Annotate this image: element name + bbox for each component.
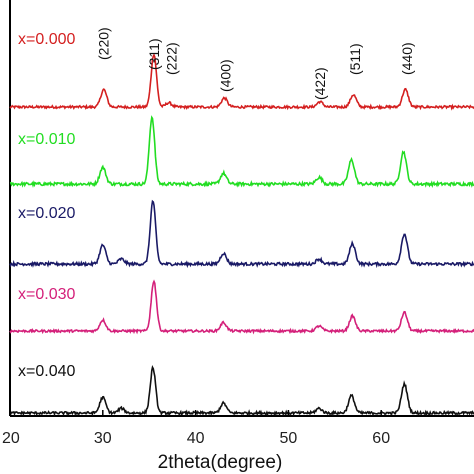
peak-label-7: (440) <box>399 42 415 75</box>
x-tick-label-50: 50 <box>280 430 298 447</box>
peak-label-1: (220) <box>96 27 112 60</box>
series-layer: x=0.000 x=0.010 x=0.020 x=0.030 x=0.040 <box>9 31 474 417</box>
peak-label-5: (422) <box>312 67 328 100</box>
peak-label-2: (311) <box>146 38 162 70</box>
peak-label-3: (222) <box>163 42 179 75</box>
peak-label-4: (400) <box>217 59 233 92</box>
x-tick-label-40: 40 <box>187 430 205 447</box>
plot-frame <box>9 0 474 417</box>
peak-labels: (220) (311) (222) (400) (422) (511) (440) <box>96 27 415 100</box>
x-axis-title: 2theta(degree) <box>158 452 283 473</box>
series-label-1: x=0.000 <box>18 31 75 48</box>
series-label-2: x=0.010 <box>18 131 75 148</box>
x-axis: 20 30 40 50 60 <box>2 410 390 447</box>
series-label-5: x=0.040 <box>18 363 75 380</box>
series-line-1 <box>9 53 474 111</box>
series-label-4: x=0.030 <box>18 286 75 303</box>
x-tick-label-60: 60 <box>372 430 390 447</box>
series-line-5 <box>9 365 474 417</box>
x-tick-label-30: 30 <box>94 430 112 447</box>
series-label-3: x=0.020 <box>18 205 75 222</box>
x-tick-label-20: 20 <box>2 430 20 447</box>
series-line-2 <box>9 115 474 188</box>
series-line-3 <box>9 199 474 269</box>
peak-label-6: (511) <box>347 43 363 75</box>
series-line-4 <box>9 279 474 335</box>
